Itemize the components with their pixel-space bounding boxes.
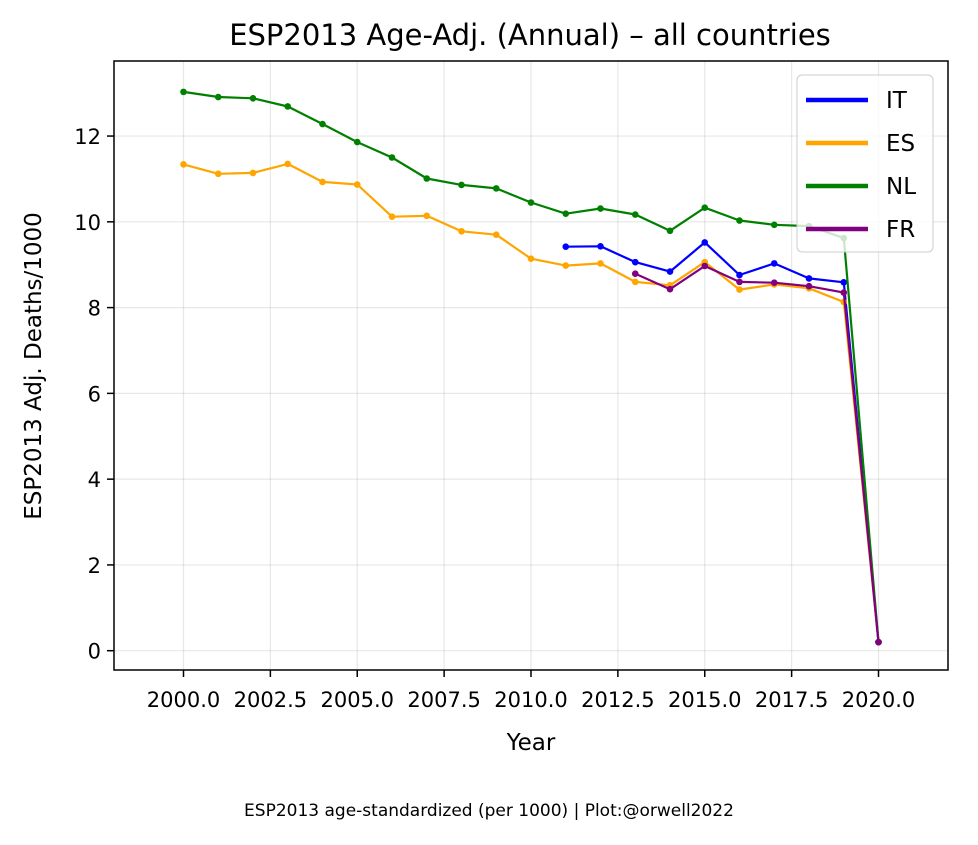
data-point-nl: [736, 217, 743, 224]
data-point-nl: [492, 185, 500, 192]
data-point-fr: [666, 285, 674, 293]
series-fr: [631, 262, 882, 646]
data-point-nl: [423, 175, 431, 182]
y-axis-label: ESP2013 Adj. Deaths/1000: [21, 212, 47, 520]
data-point-nl: [353, 138, 361, 146]
data-point-es: [492, 231, 500, 238]
x-axis-ticks: 2000.0 2002.5 2005.0 2007.5 2010.0 2012.5 2015…: [147, 670, 915, 712]
data-point-it: [666, 268, 674, 275]
x-axis-label: Year: [506, 730, 556, 756]
data-point-es: [214, 170, 222, 178]
data-point-it: [736, 271, 743, 279]
data-point-nl: [527, 199, 535, 206]
data-point-es: [597, 260, 604, 267]
data-point-es: [249, 169, 257, 177]
y-tick-label: 12: [74, 125, 101, 149]
y-axis-ticks: 0 2 4 6 8 10 12: [74, 125, 114, 664]
y-tick-label: 2: [88, 554, 101, 578]
legend-label-es: ES: [886, 131, 915, 157]
x-tick-label: 2005.0: [321, 688, 394, 712]
data-point-nl: [388, 154, 396, 161]
data-point-it: [770, 260, 778, 267]
x-tick-label: 2010.0: [494, 688, 567, 712]
footer-caption: ESP2013 age-standardized (per 1000) | Pl…: [244, 801, 734, 821]
data-point-nl: [214, 93, 222, 101]
x-tick-label: 2015.0: [668, 688, 741, 712]
grid: [114, 61, 948, 670]
data-point-it: [805, 275, 813, 282]
data-point-nl: [770, 221, 778, 229]
y-tick-label: 6: [88, 382, 101, 406]
data-point-it: [597, 242, 604, 250]
legend-box: [796, 74, 934, 253]
data-point-fr: [840, 289, 848, 296]
data-point-nl: [458, 181, 465, 189]
data-point-es: [458, 227, 465, 235]
legend-label-it: IT: [886, 88, 908, 114]
data-point-es: [284, 160, 292, 168]
series-es: [180, 160, 882, 646]
data-point-es: [353, 181, 361, 188]
data-point-nl: [562, 210, 570, 217]
data-point-nl: [597, 205, 604, 212]
y-tick-label: 10: [74, 211, 101, 235]
y-tick-label: 4: [88, 468, 101, 492]
x-tick-label: 2002.5: [234, 688, 307, 712]
legend-label-fr: FR: [886, 217, 915, 243]
data-point-fr: [701, 262, 709, 270]
data-point-fr: [770, 279, 778, 287]
data-point-fr: [805, 282, 813, 290]
data-point-es: [527, 255, 535, 263]
data-point-nl: [180, 88, 187, 96]
legend: IT ES NL FR: [796, 74, 934, 253]
data-point-it: [701, 239, 709, 246]
x-tick-label: 2000.0: [147, 688, 220, 712]
data-point-it: [840, 278, 848, 286]
series-layer: [180, 88, 882, 646]
data-point-nl: [284, 103, 292, 110]
data-point-es: [736, 286, 743, 293]
data-point-es: [388, 213, 396, 220]
data-point-nl: [631, 211, 639, 218]
data-point-es: [631, 278, 639, 286]
data-point-es: [423, 212, 431, 220]
legend-label-nl: NL: [886, 174, 916, 200]
series-it: [562, 239, 882, 646]
data-point-nl: [701, 204, 709, 211]
data-point-fr: [736, 278, 743, 286]
x-tick-label: 2007.5: [407, 688, 480, 712]
data-point-it: [631, 258, 639, 266]
chart-title: ESP2013 Age-Adj. (Annual) – all countrie…: [229, 18, 831, 52]
data-point-fr: [631, 270, 639, 278]
data-point-nl: [666, 227, 674, 235]
data-point-nl: [319, 120, 326, 128]
series-line-fr: [634, 264, 880, 643]
data-point-es: [180, 161, 187, 168]
data-point-it: [562, 243, 570, 251]
series-line-it: [565, 241, 880, 643]
x-tick-label: 2020.0: [842, 688, 915, 712]
y-tick-label: 0: [88, 640, 101, 664]
x-tick-label: 2017.5: [755, 688, 828, 712]
data-point-es: [319, 178, 326, 186]
y-tick-label: 8: [88, 297, 101, 321]
data-point-es: [562, 262, 570, 269]
data-point-fr: [875, 638, 882, 646]
x-tick-label: 2012.5: [581, 688, 654, 712]
data-point-nl: [249, 95, 257, 102]
